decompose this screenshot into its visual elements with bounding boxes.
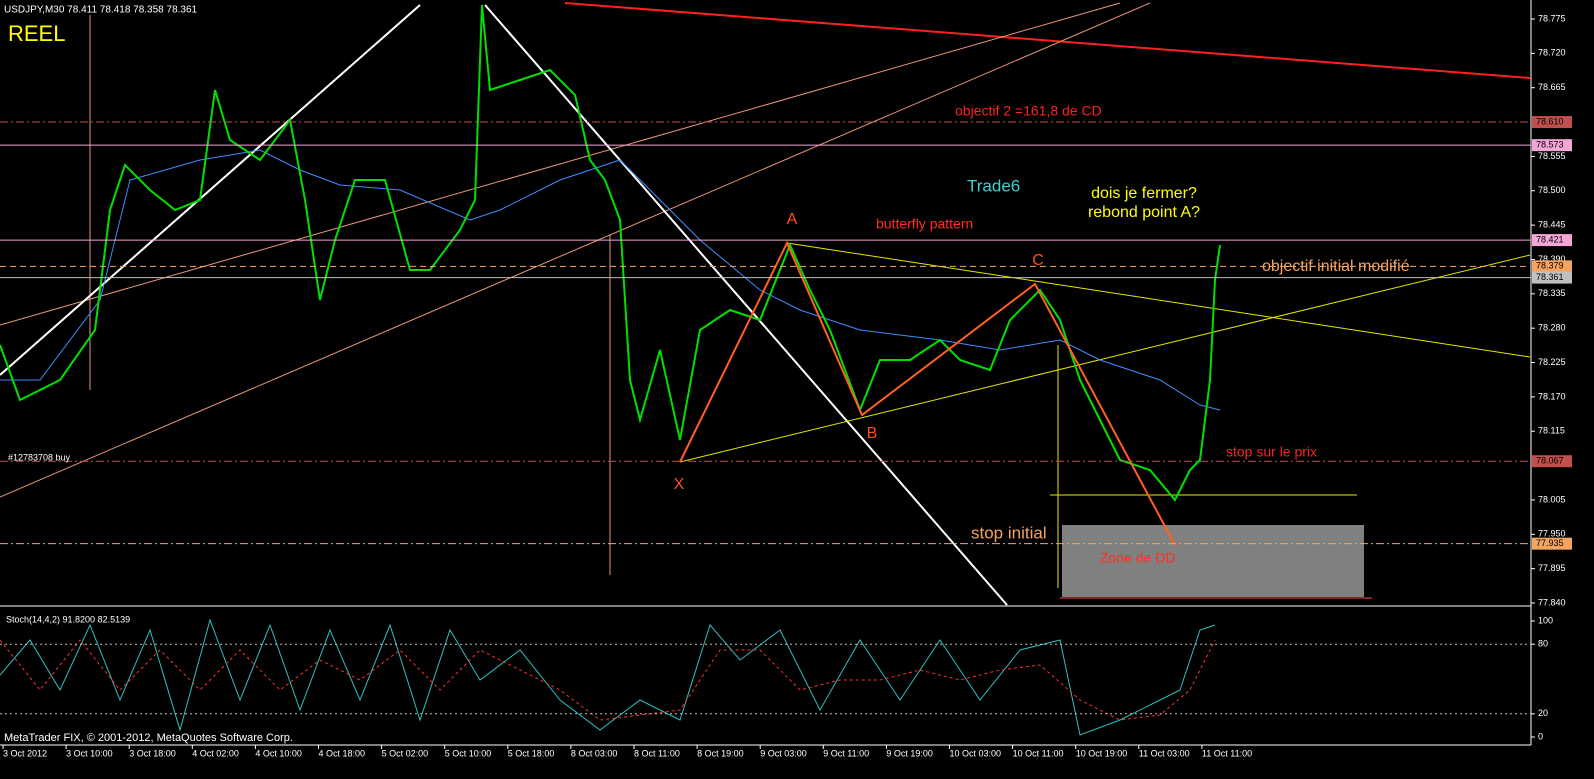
symbol: USDJPY,M30 78.411 78.418 78.358 78.361	[4, 5, 198, 16]
price-label: 77.950	[1538, 529, 1566, 539]
stoch-label: 80	[1538, 639, 1548, 649]
annotation: dois je fermer?	[1091, 185, 1197, 202]
price-label: 78.390	[1538, 254, 1566, 264]
time-label: 4 Oct 10:00	[255, 748, 302, 758]
annotation: objectif initial modifié	[1262, 258, 1410, 275]
level-label: 78.421	[1536, 234, 1564, 244]
price-label: 77.840	[1538, 597, 1566, 607]
footer: MetaTrader FIX, © 2001-2012, MetaQuotes …	[4, 732, 293, 744]
point-label: C	[1032, 252, 1044, 269]
time-label: 9 Oct 03:00	[760, 748, 807, 758]
account-label: REEL	[8, 21, 65, 46]
price-label: 77.895	[1538, 563, 1566, 573]
price-label: 78.775	[1538, 13, 1566, 23]
level-box	[1532, 537, 1572, 550]
point-label: B	[867, 425, 878, 442]
price-label: 78.555	[1538, 151, 1566, 161]
annotation: objectif 2 =161,8 de CD	[955, 103, 1102, 119]
dd-zone	[1062, 525, 1364, 597]
time-label: 3 Oct 10:00	[66, 748, 113, 758]
time-label: 8 Oct 19:00	[697, 748, 744, 758]
time-label: 10 Oct 11:00	[1013, 748, 1064, 758]
order-label: #12783708 buy	[8, 452, 71, 462]
stoch-title: Stoch(14,4,2) 91.8200 82.5139	[6, 614, 130, 624]
time-label: 9 Oct 11:00	[823, 748, 869, 758]
price-label: 78.445	[1538, 219, 1566, 229]
trend-line	[0, 2, 1121, 326]
point-label: A	[787, 211, 798, 228]
level-label: 78.610	[1536, 116, 1564, 126]
time-label: 4 Oct 02:00	[192, 748, 239, 758]
price-label: 78.335	[1538, 288, 1566, 298]
time-label: 9 Oct 19:00	[886, 748, 933, 758]
stoch-label: 0	[1538, 731, 1543, 741]
level-box	[1532, 455, 1572, 468]
time-label: 11 Oct 03:00	[1139, 748, 1190, 758]
stoch-label: 100	[1538, 615, 1553, 625]
generated: 78.775 78.720 78.665 78.555 78.500 78.445 78.3…	[0, 13, 1572, 758]
butterfly-pattern	[679, 240, 1176, 546]
level-box	[1532, 271, 1572, 284]
time-label: 11 Oct 11:00	[1202, 748, 1252, 758]
annotation: Zone de DD	[1100, 550, 1175, 566]
price-sketch	[0, 4, 1221, 502]
time-label: 4 Oct 18:00	[319, 748, 366, 758]
time-label: 10 Oct 03:00	[950, 748, 1002, 758]
level-label: 78.379	[1536, 261, 1564, 271]
point-label: X	[674, 476, 685, 493]
annotation: butterfly pattern	[876, 216, 973, 232]
annotation: Trade6	[967, 176, 1020, 195]
time-label: 3 Oct 2012	[3, 748, 47, 758]
level-box	[1532, 116, 1572, 129]
time-label: 3 Oct 18:00	[129, 748, 176, 758]
level-box	[1532, 260, 1572, 273]
annotation: rebond point A?	[1088, 204, 1200, 221]
price-label: 78.665	[1538, 82, 1566, 92]
trend-line	[484, 4, 1008, 606]
trend-line	[0, 4, 421, 376]
annotation: stop initial	[971, 523, 1047, 542]
price-label: 78.115	[1538, 426, 1565, 436]
price-label: 78.225	[1538, 357, 1566, 367]
time-label: 5 Oct 10:00	[445, 748, 492, 758]
annotation: stop sur le prix	[1226, 444, 1317, 460]
price-label: 78.720	[1538, 48, 1566, 58]
level-box	[1532, 234, 1572, 247]
time-label: 8 Oct 03:00	[571, 748, 618, 758]
price-label: 78.500	[1538, 185, 1566, 195]
price-label: 78.170	[1538, 391, 1566, 401]
level-label: 78.361	[1536, 272, 1564, 282]
trend-line	[786, 242, 1531, 358]
main-panel	[0, 0, 1532, 746]
time-label: 10 Oct 19:00	[1076, 748, 1128, 758]
level-label: 78.573	[1536, 140, 1564, 150]
price-label: 78.005	[1538, 494, 1566, 504]
level-label: 77.935	[1536, 538, 1564, 548]
stoch-signal	[0, 639, 1216, 721]
trend-line	[564, 2, 1531, 79]
level-box	[1532, 139, 1572, 152]
stoch-label: 20	[1538, 708, 1548, 718]
time-label: 5 Oct 18:00	[508, 748, 555, 758]
stoch-main	[0, 618, 1216, 736]
price-label: 78.280	[1538, 323, 1566, 333]
level-label: 78.067	[1536, 456, 1564, 466]
trend-line	[679, 254, 1531, 463]
time-label: 8 Oct 11:00	[634, 748, 680, 758]
time-label: 5 Oct 02:00	[382, 748, 429, 758]
trend-line	[0, 2, 1151, 498]
